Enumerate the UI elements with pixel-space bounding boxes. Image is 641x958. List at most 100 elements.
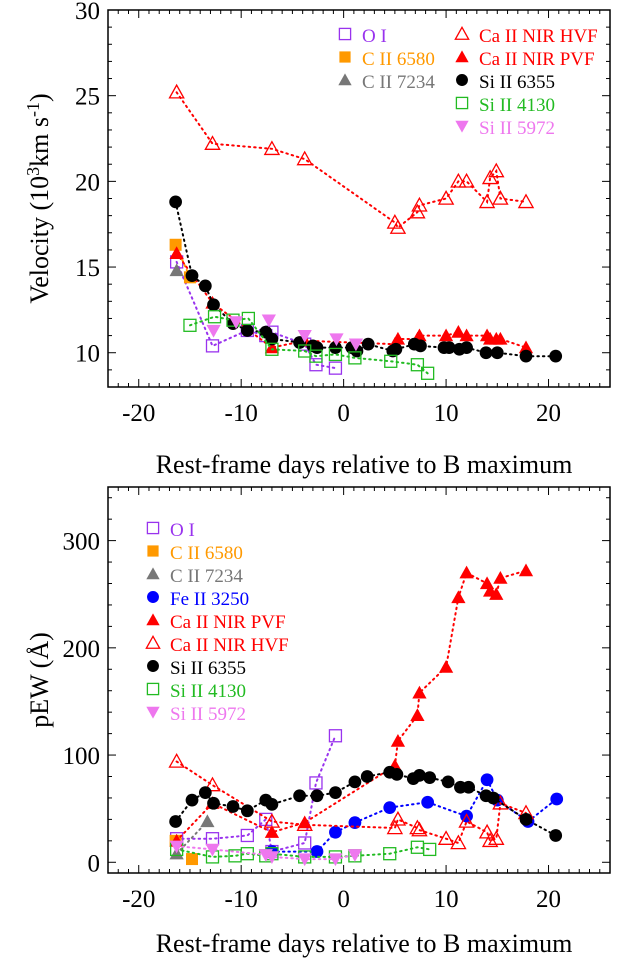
legend-label-o-i: O I: [170, 520, 195, 541]
legend-label-c-ii-7234: C II 7234: [362, 72, 435, 93]
data-point-ca-ii-nir-hvf: [389, 810, 407, 826]
data-point-o-i: [205, 339, 220, 353]
data-point-si-ii-6355: [414, 339, 427, 353]
data-point-si-ii-4130: [423, 842, 437, 857]
x-tick-label: 10: [434, 400, 459, 427]
ticks: [107, 9, 611, 388]
data-point-si-ii-5972: [205, 843, 220, 857]
data-point-si-ii-4130: [183, 318, 197, 332]
series-line-ca-ii-nir-pvf: [175, 252, 527, 349]
y-axis-label: pEW (Å): [25, 632, 54, 728]
data-point-ca-ii-nir-hvf: [389, 219, 407, 234]
data-point-ca-ii-nir-hvf: [458, 172, 475, 188]
data-point-si-ii-4130: [410, 358, 425, 372]
x-tick-label: 0: [337, 400, 350, 427]
data-point-o-i: [309, 776, 323, 790]
data-point-fe-ii-3250: [383, 801, 397, 814]
data-point-fe-ii-3250: [550, 792, 564, 806]
x-tick-label: 0: [337, 886, 350, 913]
data-point-fe-ii-3250: [480, 773, 494, 787]
data-point-si-ii-6355: [490, 346, 504, 360]
x-tick-label: -10: [225, 400, 258, 427]
data-point-ca-ii-nir-hvf: [450, 172, 467, 188]
legend-marker-si-ii-4130: [455, 96, 469, 110]
x-tick-label: 20: [536, 400, 561, 427]
data-point-si-ii-6355: [462, 780, 475, 794]
data-point-si-ii-5972: [228, 316, 244, 330]
legend-marker-c-ii-7234: [146, 567, 160, 580]
legend-marker-ca-ii-nir-hvf: [454, 26, 470, 40]
data-point-si-ii-6355: [350, 344, 364, 358]
legend-marker-c-ii-6580: [339, 51, 351, 63]
legend-marker-si-ii-6355: [456, 74, 468, 86]
data-point-si-ii-6355: [423, 771, 437, 784]
legend-label-ca-ii-nir-hvf: Ca II NIR HVF: [170, 635, 289, 656]
data-point-ca-ii-nir-pvf: [438, 660, 454, 673]
legend-marker-ca-ii-nir-pvf: [146, 613, 160, 626]
series-si-ii-4130: [183, 310, 435, 380]
data-point-ca-ii-nir-hvf: [492, 190, 509, 205]
legend-marker-o-i: [146, 521, 160, 535]
series-line-si-ii-4130: [175, 846, 431, 858]
y-tick-label: 300: [63, 529, 101, 556]
y-tick-label: 30: [75, 0, 100, 25]
data-point-si-ii-4130: [309, 349, 323, 363]
data-point-si-ii-6355: [310, 789, 324, 803]
data-point-o-i: [298, 836, 312, 850]
data-point-si-ii-6355: [198, 786, 212, 799]
x-tick-label: 20: [536, 886, 561, 913]
data-point-ca-ii-nir-hvf: [517, 193, 535, 209]
x-axis-label: Rest-frame days relative to B maximum: [156, 450, 573, 479]
x-axis-label: Rest-frame days relative to B maximum: [156, 929, 573, 958]
legend-marker-c-ii-6580: [147, 545, 159, 557]
legend-marker-si-ii-5972: [146, 706, 160, 719]
series-c-ii-7234: [169, 263, 184, 277]
data-point-si-ii-6355: [293, 789, 306, 803]
ticks: [107, 487, 611, 873]
legend-marker-ca-ii-nir-hvf: [145, 635, 161, 649]
data-point-o-i: [328, 729, 343, 743]
series-ca-ii-nir-hvf: [168, 753, 535, 850]
data-point-fe-ii-3250: [421, 795, 435, 809]
data-point-ca-ii-nir-hvf: [263, 140, 281, 156]
data-point-ca-ii-nir-hvf: [409, 819, 426, 835]
y-tick-label: 20: [75, 169, 100, 196]
legend-label-si-ii-6355: Si II 6355: [479, 72, 555, 93]
data-point-si-ii-6355: [442, 341, 456, 354]
legend-marker-si-ii-5972: [455, 120, 469, 133]
data-point-ca-ii-nir-hvf: [450, 834, 467, 850]
data-point-ca-ii-nir-pvf: [264, 825, 280, 838]
y-tick-label: 10: [75, 341, 100, 368]
data-point-si-ii-6355: [169, 195, 182, 209]
data-point-si-ii-6355: [519, 349, 533, 363]
y-tick-label: 200: [63, 636, 101, 663]
data-point-fe-ii-3250: [329, 825, 342, 839]
series-ca-ii-nir-pvf: [169, 246, 534, 354]
data-point-si-ii-5972: [297, 329, 312, 343]
data-point-si-ii-6355: [413, 769, 426, 782]
y-tick-label: 15: [75, 255, 100, 282]
legend-marker-si-ii-4130: [146, 682, 160, 696]
data-point-si-ii-5972: [261, 314, 276, 328]
data-point-si-ii-4130: [241, 311, 256, 326]
legend-label-c-ii-6580: C II 6580: [362, 49, 435, 70]
legend-marker-c-ii-7234: [338, 73, 352, 86]
data-point-si-ii-6355: [360, 770, 374, 783]
data-point-si-ii-6355: [226, 800, 240, 813]
data-point-si-ii-6355: [265, 332, 279, 346]
data-point-ca-ii-nir-hvf: [478, 193, 496, 209]
legend-label-si-ii-6355: Si II 6355: [170, 658, 246, 679]
data-point-ca-ii-nir-hvf: [411, 821, 428, 837]
data-point-si-ii-4130: [298, 344, 312, 358]
data-point-ca-ii-nir-hvf: [411, 196, 428, 212]
y-tick-label: 0: [88, 850, 101, 877]
data-point-si-ii-6355: [207, 298, 220, 312]
legend-marker-ca-ii-nir-pvf: [455, 50, 469, 63]
data-point-c-ii-7234: [169, 263, 184, 277]
data-point-si-ii-6355: [207, 796, 220, 810]
data-point-si-ii-5972: [329, 333, 344, 347]
data-point-ca-ii-nir-pvf: [459, 565, 474, 579]
